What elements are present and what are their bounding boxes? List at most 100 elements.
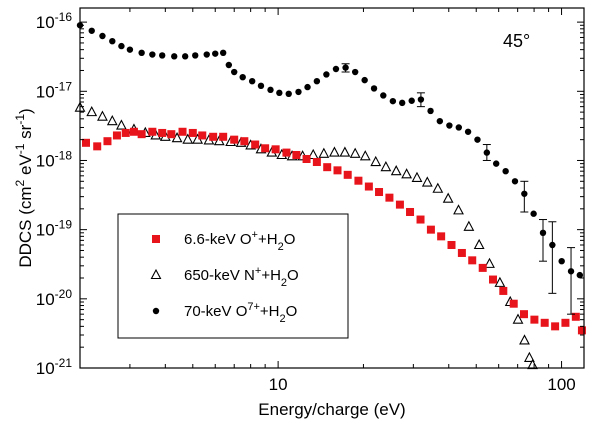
triangle-point <box>484 257 495 268</box>
square-point <box>121 128 130 137</box>
legend-label: 70-keV O7++H2O <box>184 301 297 325</box>
triangle-point <box>380 161 392 172</box>
triangle-point <box>359 150 371 161</box>
square-point <box>251 140 260 149</box>
triangle-point <box>329 146 340 157</box>
triangle-point <box>401 168 413 179</box>
angle-annotation: 45° <box>503 31 530 51</box>
square-point <box>551 322 560 331</box>
x-tick-label: 10 <box>269 375 288 394</box>
triangle-point <box>182 133 194 144</box>
square-point <box>375 188 384 197</box>
y-axis-title: DDCS (cm2 eV-1 sr-1) <box>13 108 35 267</box>
square-point <box>103 137 112 146</box>
circle-point <box>99 32 106 40</box>
triangle-point <box>421 176 433 187</box>
y-tick-label: 10-21 <box>36 356 73 378</box>
circle-point <box>276 89 283 97</box>
triangle-point <box>527 358 538 370</box>
data-marks <box>74 22 586 370</box>
circle-point <box>558 257 565 265</box>
triangle-point <box>370 155 382 167</box>
triangle-point <box>411 171 423 182</box>
square-point <box>364 182 373 191</box>
circle-point <box>267 86 274 94</box>
triangle-point <box>86 105 98 117</box>
triangle-point <box>453 204 464 215</box>
triangle-point <box>512 313 524 324</box>
circle-point <box>126 46 134 53</box>
y-tick-label: 10-20 <box>36 287 73 309</box>
circle-point <box>511 178 519 185</box>
y-tick-label: 10-19 <box>36 218 73 240</box>
square-point <box>354 176 363 185</box>
square-point <box>261 144 270 153</box>
series-circle <box>76 22 584 315</box>
circle-point <box>380 92 387 99</box>
square-point <box>323 163 332 172</box>
square-point <box>530 315 539 324</box>
triangle-point <box>432 182 444 193</box>
circle-point <box>225 61 233 69</box>
circle-point <box>427 107 434 115</box>
square-point <box>93 142 102 151</box>
triangle-point <box>116 119 127 130</box>
triangle-point <box>519 334 530 345</box>
triangle-point <box>463 220 475 231</box>
triangle-point <box>97 110 108 121</box>
circle-point <box>351 68 359 76</box>
circle-point <box>455 124 463 131</box>
legend-marker-square <box>152 235 160 243</box>
square-point <box>112 131 121 140</box>
y-tick-label: 10-18 <box>36 148 73 170</box>
square-point <box>129 127 138 136</box>
square-point <box>437 232 446 241</box>
square-point <box>240 137 249 146</box>
circle-point <box>576 271 584 279</box>
square-point <box>292 150 301 159</box>
x-tick-label: 100 <box>547 375 575 394</box>
circle-point <box>389 97 397 105</box>
axis-ticks <box>79 8 584 369</box>
square-point <box>343 170 352 179</box>
circle-point <box>370 85 378 92</box>
square-point <box>282 148 291 157</box>
square-point <box>499 286 508 295</box>
triangle-point <box>523 351 535 362</box>
square-point <box>219 132 228 141</box>
circle-point <box>408 97 415 104</box>
legend: 6.6-keV O++H2O 650-keV N++H2O 70-keV O7++H… <box>117 213 349 339</box>
circle-point <box>109 37 116 45</box>
triangle-point <box>473 238 485 250</box>
triangle-point <box>442 192 454 203</box>
circle-point <box>239 73 246 81</box>
square-point <box>312 158 321 167</box>
circle-point <box>530 210 537 217</box>
circle-point <box>231 68 238 76</box>
square-point <box>416 215 425 224</box>
circle-point <box>149 51 156 58</box>
square-point <box>167 130 176 139</box>
circle-point <box>304 83 311 91</box>
square-point <box>385 193 394 202</box>
triangle-point <box>390 165 402 176</box>
circle-point <box>285 90 292 98</box>
circle-point <box>436 117 444 125</box>
circle-point <box>212 50 219 57</box>
square-point <box>468 256 477 265</box>
circle-point <box>361 76 368 84</box>
legend-marker-triangle <box>150 268 162 280</box>
circle-point <box>474 136 481 143</box>
x-axis-title: Energy/charge (eV) <box>258 400 405 419</box>
circle-point <box>248 77 256 85</box>
square-point <box>148 127 157 136</box>
square-point <box>478 263 487 272</box>
triangle-point <box>106 114 118 126</box>
square-point <box>271 145 280 154</box>
square-point <box>158 128 167 137</box>
square-point <box>447 240 456 249</box>
triangle-point <box>339 146 351 157</box>
triangle-point <box>318 147 330 158</box>
circle-point <box>446 122 453 129</box>
